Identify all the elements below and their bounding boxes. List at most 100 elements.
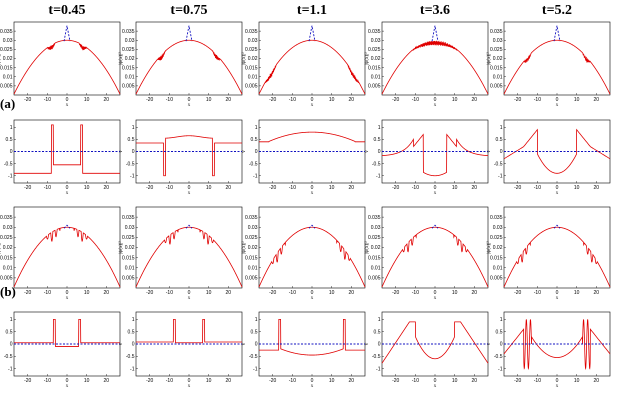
y-tick-label: -0.5 [494,161,503,167]
reference-curve [63,224,71,229]
reference-curve [185,224,193,229]
solution-curve [381,40,489,95]
y-tick-label: 0.03 [493,225,503,231]
x-tick-label: -10 [289,185,296,191]
panel-phase-b-1: -20 -10 0 10 20 -1 -0.5 0 0.5 1 x v [119,311,243,389]
y-tick-label: -1 [376,173,381,179]
y-tick-label: 0.5 [374,329,381,335]
y-tick-label: 0.035 [490,29,503,35]
y-tick-label: 0.01 [248,74,258,80]
x-tick-label: 10 [84,185,90,191]
y-axis-label: |ψ(x)|² [486,241,492,254]
y-tick-label: 0.01 [248,265,258,271]
x-tick-label: 10 [84,290,90,296]
y-tick-label: 1 [10,317,13,323]
x-tick-label: -10 [166,378,173,384]
x-tick-label: 10 [84,97,90,103]
panel-density-b-0: -20 -10 0 10 20 0.005 0.01 0.015 0.02 0.025 0.03 0.… [0,206,121,301]
panel-density-a-0: -20 -10 0 10 20 0.005 0.01 0.015 0.02 0.025 0.03 0.… [0,21,121,108]
y-tick-label: 1 [500,125,503,131]
x-tick-label: -10 [166,97,173,103]
y-tick-label: 0.035 [0,215,13,221]
solution-curve [135,226,243,288]
solution-curve [259,318,365,356]
x-axis-label: x [66,103,69,108]
x-tick-label: -20 [24,378,31,384]
y-tick-label: 0.035 [122,215,135,221]
x-tick-label: -20 [146,378,153,384]
y-tick-label: 0.03 [3,225,13,231]
x-tick-label: -20 [146,185,153,191]
y-tick-label: -1 [498,173,503,179]
y-tick-label: 1 [255,317,258,323]
reference-curve [308,224,316,229]
y-tick-label: 0 [500,342,503,348]
x-tick-label: 20 [471,97,477,103]
x-tick-label: -20 [514,378,521,384]
x-tick-label: -10 [166,290,173,296]
y-axis-label: |ψ(x)|² [118,241,124,254]
solution-curve [503,39,611,95]
x-tick-label: 0 [311,290,314,296]
x-tick-label: 20 [593,185,599,191]
x-tick-label: -10 [166,185,173,191]
x-tick-label: -10 [289,378,296,384]
y-tick-label: 0.035 [490,215,503,221]
solution-curve [13,39,121,95]
y-tick-label: 0.5 [6,137,13,143]
x-tick-label: 0 [188,378,191,384]
panel-frame [381,206,489,289]
panel-density-a-1: -20 -10 0 10 20 0.005 0.01 0.015 0.02 0.025 0.03 0.… [118,21,243,108]
y-tick-label: 0.03 [248,38,258,44]
y-axis-label: |ψ(x)|² [118,52,124,65]
y-tick-label: -1 [8,173,13,179]
y-tick-label: 0.015 [368,255,381,261]
x-tick-label: -20 [392,290,399,296]
y-tick-label: -1 [253,366,258,372]
y-axis-label: v [487,150,492,153]
panel-density-a-4: -20 -10 0 10 20 0.005 0.01 0.015 0.02 0.025 0.03 0.… [486,21,611,108]
y-tick-label: 0.015 [122,255,135,261]
column-title-3: t=3.6 [420,3,450,18]
x-tick-label: -10 [44,97,51,103]
x-tick-label: 0 [311,378,314,384]
x-tick-label: 0 [66,185,69,191]
y-axis-label: v [487,342,492,345]
x-tick-label: -20 [24,290,31,296]
y-tick-label: 1 [132,125,135,131]
y-tick-label: 0.025 [122,235,135,241]
y-tick-label: 0.025 [490,235,503,241]
y-tick-label: 0.005 [245,276,258,282]
y-tick-label: 0.03 [371,225,381,231]
solution-curve [258,226,366,288]
x-tick-label: -20 [392,185,399,191]
x-axis-label: x [188,296,191,301]
y-tick-label: 0.5 [128,137,135,143]
x-tick-label: 20 [471,378,477,384]
solution-curve [381,226,489,288]
panel-density-a-2: -20 -10 0 10 20 0.005 0.01 0.015 0.02 0.025 0.03 0.… [241,21,366,108]
x-axis-label: x [556,103,559,108]
y-tick-label: 0.02 [371,245,381,251]
y-tick-label: 0.5 [128,329,135,335]
solution-curve [14,318,120,347]
y-tick-label: -0.5 [372,354,381,360]
reference-curve [308,25,316,42]
y-axis-label: v [242,150,247,153]
panel-frame [503,206,611,289]
y-tick-label: 0 [10,149,13,155]
y-tick-label: 0.01 [125,74,135,80]
y-axis-label: |ψ(x)|² [241,241,247,254]
x-tick-label: 20 [348,378,354,384]
y-tick-label: 0.5 [374,137,381,143]
y-tick-label: 0.015 [490,255,503,261]
y-tick-label: 0.005 [490,276,503,282]
y-tick-label: 0.01 [493,74,503,80]
x-tick-label: -20 [269,97,276,103]
x-axis-label: x [434,191,437,196]
y-tick-label: 1 [132,317,135,323]
x-axis-label: x [66,296,69,301]
x-tick-label: 0 [434,290,437,296]
y-tick-label: 0 [132,149,135,155]
y-tick-label: 0.03 [493,38,503,44]
